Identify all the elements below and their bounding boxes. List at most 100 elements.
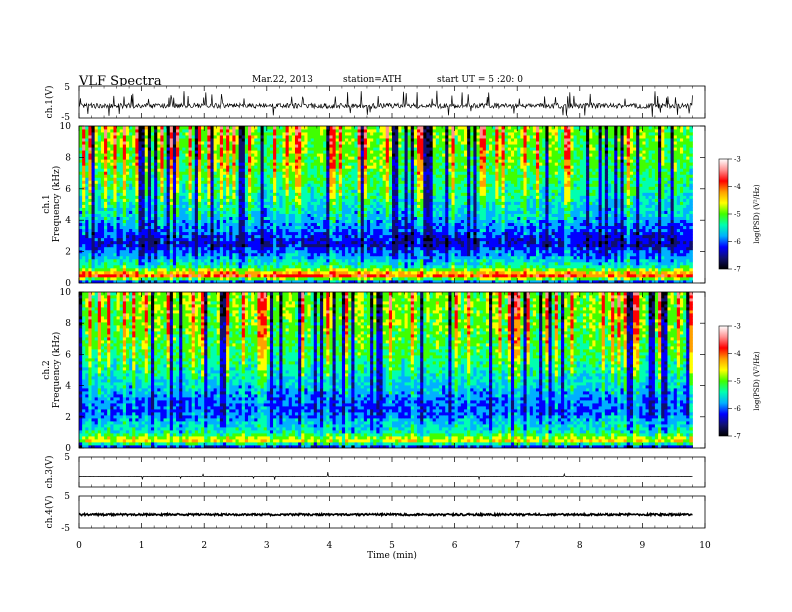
s1-cell	[557, 270, 562, 275]
s1-cell	[197, 243, 202, 248]
s1-cell	[598, 270, 603, 275]
s1-cell	[91, 261, 96, 266]
s1-cell	[451, 249, 455, 254]
s1-cell	[135, 267, 139, 272]
s1-cell	[182, 273, 186, 278]
s1-cell	[379, 231, 384, 236]
s1-cell	[664, 249, 668, 254]
s1-cell	[179, 279, 183, 283]
s1-cell	[626, 246, 631, 251]
s1-cell	[276, 240, 280, 245]
s1-cell	[207, 237, 211, 242]
s1-cell	[460, 219, 465, 224]
s1-cell	[614, 234, 618, 239]
s1-cell	[589, 243, 593, 248]
s1-cell	[107, 252, 111, 257]
s1-cell	[379, 246, 384, 251]
s1-cell	[304, 261, 308, 266]
s1-cell	[348, 264, 352, 269]
s1-cell	[623, 213, 628, 217]
s1-cell	[689, 276, 693, 281]
s1-cell	[473, 246, 477, 251]
s1-cell	[366, 270, 371, 275]
s1-cell	[157, 222, 161, 227]
s1-cell	[263, 207, 268, 211]
s1-cell	[288, 276, 293, 281]
s1-cell	[398, 216, 402, 220]
s1-cell	[341, 210, 346, 214]
s1-cell	[645, 234, 650, 239]
s1-cell	[229, 246, 233, 251]
s1-cell	[623, 249, 628, 254]
s1-cell	[135, 246, 139, 251]
s1-cell	[498, 249, 502, 254]
s1-cell	[686, 213, 690, 217]
s1-cell	[373, 237, 377, 242]
s1-cell	[301, 219, 305, 224]
s1-cell	[529, 267, 534, 272]
s1-cell	[683, 222, 687, 227]
s1-cell	[179, 222, 183, 227]
s1-cell	[244, 207, 249, 211]
s1-cell	[282, 222, 286, 227]
s1-cell	[686, 279, 690, 283]
s1-cell	[129, 279, 133, 283]
s1-cell	[251, 267, 255, 272]
s1-cell	[679, 255, 684, 260]
s1-cell	[144, 207, 149, 211]
s1-cell	[194, 219, 199, 224]
s1-cell	[689, 243, 693, 248]
s1-cell	[607, 252, 612, 257]
s1-cell	[595, 231, 599, 236]
s1-cell	[598, 216, 603, 220]
s1-cell	[454, 222, 459, 227]
s1-cell	[501, 219, 506, 224]
s1-cell	[97, 267, 102, 272]
s1-cell	[495, 270, 499, 275]
s1-cell	[413, 246, 418, 251]
s1-cell	[651, 270, 656, 275]
s1-cell	[573, 267, 578, 272]
s1-cell	[276, 210, 280, 214]
s1-cell	[651, 258, 656, 263]
s1-cell	[219, 243, 224, 248]
s1-cell	[122, 228, 127, 233]
s1-cell	[633, 207, 637, 211]
s1-cell	[88, 225, 92, 230]
s1-cell	[658, 255, 662, 260]
s1-cell	[166, 261, 171, 266]
s1-cell	[298, 261, 302, 266]
s1-cell	[301, 264, 305, 269]
s1-cell	[188, 279, 193, 283]
s1-cell	[298, 255, 302, 260]
s1-cell	[88, 213, 92, 217]
s1-cell	[285, 222, 290, 227]
s1-cell	[194, 255, 199, 260]
s1-cell	[617, 273, 621, 278]
s1-cell	[113, 264, 117, 269]
s1-cell	[113, 225, 117, 230]
s1-cell	[294, 258, 299, 263]
s1-cell	[517, 240, 521, 245]
s1-cell	[332, 255, 337, 260]
s1-cell	[642, 213, 646, 217]
s1-cell	[520, 273, 524, 278]
s1-cell	[582, 207, 587, 211]
s1-cell	[257, 237, 261, 242]
s1-cell	[557, 225, 562, 230]
s1-cell	[210, 237, 214, 242]
s1-cell	[210, 270, 214, 275]
s1-cell	[463, 234, 468, 239]
s1-cell	[260, 249, 265, 254]
s1-cell	[601, 216, 606, 220]
s1-cell	[210, 243, 214, 248]
s1-cell	[185, 219, 189, 224]
s1-cell	[504, 219, 509, 224]
s1-cell	[601, 240, 606, 245]
s1-cell	[485, 249, 490, 254]
s1-cell	[226, 213, 230, 217]
s1-cell	[304, 249, 308, 254]
s1-cell	[251, 219, 255, 224]
s1-cell	[683, 279, 687, 283]
s1-cell	[282, 264, 286, 269]
